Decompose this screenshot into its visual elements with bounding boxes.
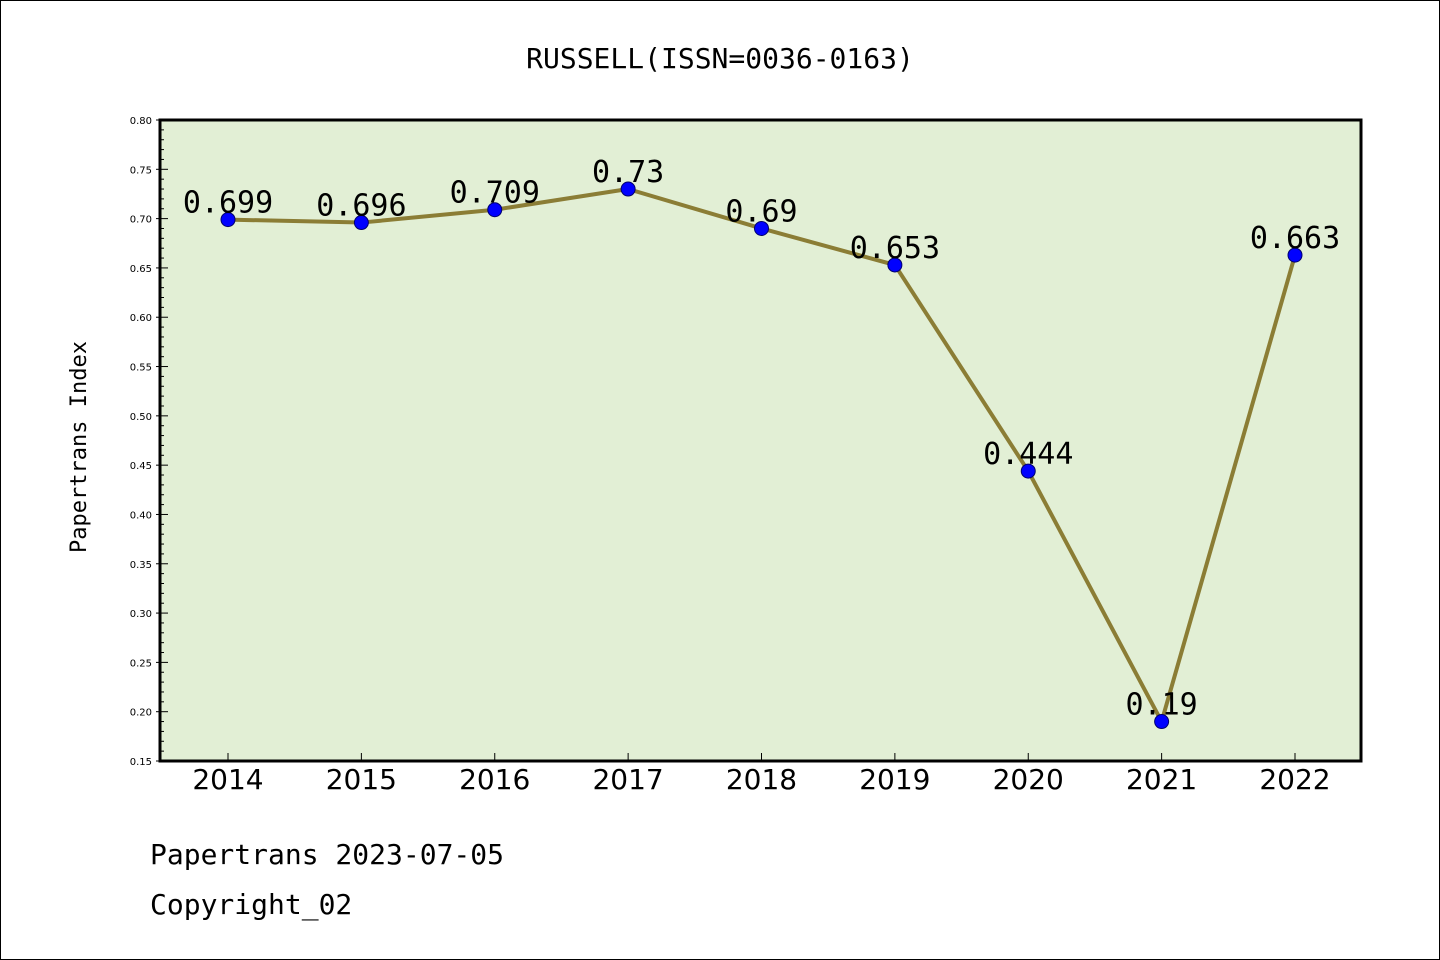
data-point: [220, 212, 236, 228]
x-tick-label: 2022: [1259, 763, 1330, 796]
y-tick-label: 0.50: [130, 412, 152, 423]
y-axis: 0.15 0.20 0.25 0.30 0.35 0.40 0.45 0.50 0.55 0.60…: [130, 116, 168, 768]
y-tick-label: 0.55: [130, 363, 152, 374]
data-label: 0.699: [183, 186, 273, 221]
y-tick-label: 0.75: [130, 165, 152, 176]
x-tick-label: 2019: [859, 763, 930, 796]
y-tick-label: 0.25: [130, 658, 152, 669]
data-point: [620, 181, 636, 197]
data-point: [1020, 463, 1036, 479]
data-label: 0.73: [592, 155, 664, 190]
x-tick-label: 2015: [326, 763, 397, 796]
x-tick-label: 2018: [726, 763, 797, 796]
data-point: [487, 202, 503, 218]
footer-date: Papertrans 2023-07-05: [150, 838, 504, 871]
chart-title: RUSSELL(ISSN=0036-0163): [526, 42, 914, 75]
y-tick-label: 0.20: [130, 708, 152, 719]
y-axis-label: Papertrans Index: [67, 341, 92, 553]
data-label: 0.444: [983, 437, 1073, 472]
y-tick-label: 0.40: [130, 510, 152, 521]
x-tick-label: 2016: [459, 763, 530, 796]
y-tick-label: 0.45: [130, 461, 152, 472]
data-point: [887, 257, 903, 273]
data-point: [1154, 714, 1170, 730]
data-labels: 0.699 0.696 0.709 0.73 0.69 0.653 0.444 0.19 0.6…: [183, 155, 1340, 723]
footer-copyright: Copyright_02: [150, 888, 352, 922]
data-label: 0.709: [450, 176, 540, 211]
x-tick-label: 2020: [993, 763, 1064, 796]
x-tick-label: 2017: [592, 763, 663, 796]
data-point: [1287, 247, 1303, 263]
data-label: 0.696: [316, 189, 406, 224]
data-label: 0.69: [725, 194, 797, 229]
data-label: 0.19: [1126, 688, 1198, 723]
x-axis: 2014 2015 2016 2017 2018 2019 2020 2021 2022: [192, 753, 1331, 796]
plot-border: [158, 118, 1363, 763]
y-tick-label: 0.30: [130, 609, 152, 620]
x-tick-label: 2021: [1126, 763, 1197, 796]
y-tick-label: 0.60: [130, 313, 152, 324]
data-point: [353, 215, 369, 231]
data-label: 0.653: [850, 231, 940, 266]
y-tick-label: 0.70: [130, 215, 152, 226]
y-tick-label: 0.80: [130, 116, 152, 127]
y-tick-label: 0.35: [130, 560, 152, 571]
y-tick-label: 0.65: [130, 264, 152, 275]
data-points: [220, 181, 1303, 730]
data-label: 0.663: [1250, 221, 1340, 256]
y-tick-label: 0.15: [130, 757, 152, 768]
data-point: [754, 220, 769, 236]
x-tick-label: 2014: [192, 763, 263, 796]
